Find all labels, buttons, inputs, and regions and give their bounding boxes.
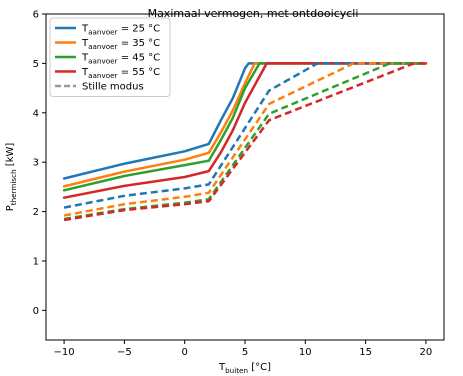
legend-label: Taanvoer = 55 °C — [81, 67, 160, 80]
y-axis-label: Pthermisch [kW] — [5, 143, 18, 212]
y-tick-label: 6 — [33, 10, 39, 21]
series-lines — [62, 62, 428, 222]
y-tick-label: 0 — [33, 306, 39, 317]
legend-label: Stille modus — [82, 82, 144, 93]
series-line-0 — [62, 62, 428, 180]
series-line-1 — [62, 62, 428, 188]
series-line-3 — [62, 62, 428, 199]
series-line-dashed-4 — [63, 62, 426, 209]
legend-label: Taanvoer = 35 °C — [81, 38, 160, 51]
y-tick-label: 1 — [33, 256, 39, 267]
x-tick-label: 0 — [182, 347, 188, 358]
x-tick-label: −10 — [54, 347, 75, 358]
x-tick-label: 5 — [242, 347, 248, 358]
y-tick-label: 2 — [33, 207, 39, 218]
x-tick-label: 20 — [420, 347, 433, 358]
axis-ticks: −10 −5 0 5 10 15 20 0 1 2 3 4 5 6 — [33, 10, 433, 359]
y-tick-label: 3 — [33, 158, 39, 169]
x-tick-label: 15 — [359, 347, 372, 358]
legend-label: Taanvoer = 25 °C — [81, 24, 160, 37]
series-line-dashed-5 — [63, 62, 426, 217]
series-line-dashed-7 — [63, 62, 426, 222]
y-tick-label: 5 — [33, 59, 39, 70]
series-line-2 — [62, 62, 428, 192]
y-tick-label: 4 — [33, 108, 39, 119]
legend-label: Taanvoer = 45 °C — [81, 53, 160, 66]
x-tick-label: −5 — [117, 347, 132, 358]
x-axis-label: Tbuiten [°C] — [218, 362, 271, 375]
axis-labels: Tbuiten [°C] Pthermisch [kW] — [5, 143, 271, 375]
x-tick-label: 10 — [299, 347, 312, 358]
legend-box — [49, 17, 171, 97]
